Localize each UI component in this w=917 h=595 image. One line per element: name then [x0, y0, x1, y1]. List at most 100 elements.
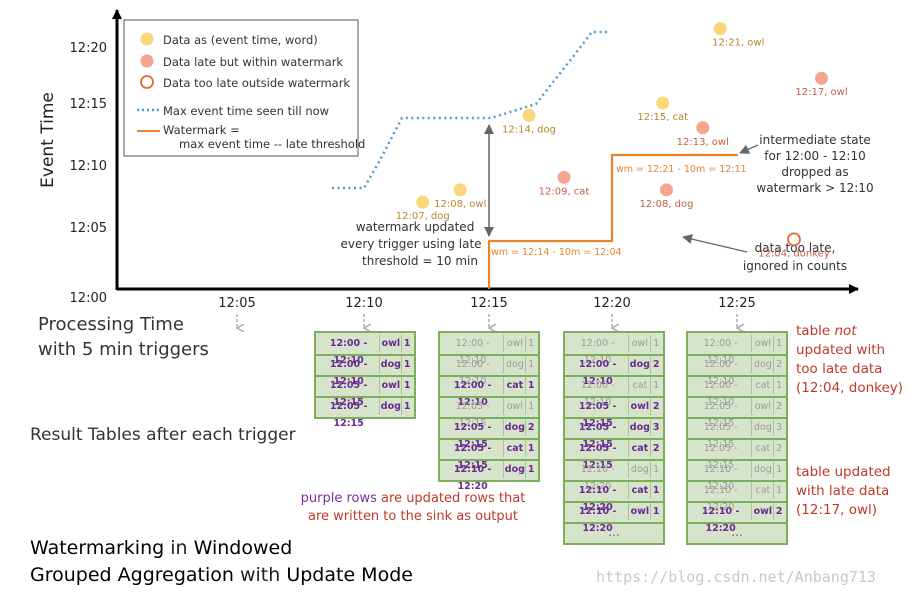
row-count: 2 [652, 359, 660, 370]
legend-watermark-label-2: max event time -- late threshold [179, 137, 365, 151]
x-axis-title-line-2: with 5 min triggers [38, 339, 209, 360]
too-late-point [787, 232, 801, 247]
table-row: 12:05 - 12:15 dog 3 [690, 419, 784, 450]
point-label: 12:17, owl [795, 87, 847, 98]
row-word: dog [504, 356, 527, 373]
row-count: 1 [776, 485, 783, 496]
row-word: dog [380, 356, 403, 373]
row-window: 12:05 - 12:15 [442, 440, 505, 471]
row-window: 12:05 - 12:15 [318, 398, 381, 429]
table-row: 12:00 - 12:10 owl 1 [318, 335, 412, 366]
row-divider [440, 375, 538, 377]
result-tables-label: Result Tables after each trigger [30, 425, 296, 445]
table-row: 12:00 - 12:10 dog 1 [442, 356, 536, 387]
result-table-3: 12:00 - 12:10 owl 1 12:00 - 12:10 dog 2 12:00 … [563, 331, 665, 545]
point-label: 12:08, owl [434, 199, 486, 210]
row-window: 12:10 - 12:20 [567, 482, 630, 513]
legend-max-line-label: Max event time seen till now [163, 104, 329, 118]
wm-label-2: wm = 12:21 - 10m = 12:11 [616, 164, 747, 175]
row-count: 1 [528, 401, 535, 412]
table-row: 12:00 - 12:10 owl 1 [567, 335, 661, 366]
result-table-1: 12:00 - 12:10 owl 1 12:00 - 12:10 dog 1 12:05 … [314, 331, 416, 429]
on-time-point [656, 96, 670, 110]
table-row: 12:05 - 12:15 dog 3 [567, 419, 661, 450]
watermark-line [487, 153, 738, 289]
table-ellipsis: ... [608, 525, 620, 539]
row-window: 12:10 - 12:20 [690, 503, 753, 534]
row-count: 1 [652, 485, 660, 496]
row-window: 12:00 - 12:10 [442, 356, 505, 387]
note-not-updated: table not updated with too late data (12… [796, 322, 903, 398]
late-point [660, 183, 673, 197]
note-not-updated-2: updated with [796, 342, 886, 358]
row-word: owl [752, 335, 775, 352]
row-window: 12:10 - 12:20 [690, 482, 753, 513]
row-count: 1 [527, 443, 535, 454]
row-divider [688, 522, 786, 524]
row-count: 1 [403, 338, 411, 349]
row-count: 1 [653, 464, 660, 475]
row-divider [688, 438, 786, 440]
legend-late-dot [140, 54, 154, 68]
note-not-updated-4: (12:04, donkey) [796, 380, 904, 396]
table-row: 12:00 - 12:10 dog 1 [318, 356, 412, 387]
wm-label-1: wm = 12:14 - 10m = 12:04 [491, 247, 622, 258]
row-divider [440, 459, 538, 461]
table-row: 12:00 - 12:10 owl 1 [690, 335, 784, 366]
row-word: owl [380, 335, 403, 352]
row-window: 12:00 - 12:10 [318, 335, 381, 366]
row-count: 2 [652, 443, 660, 454]
point-label: 12:21, owl [712, 38, 764, 49]
x-tick-label: 12:20 [593, 296, 630, 311]
note-not-updated-3: too late data [796, 361, 883, 377]
watermark-updated-text-3: threshold = 10 min [362, 254, 478, 268]
row-word: owl [629, 335, 652, 352]
row-divider [688, 354, 786, 356]
note-not-updated-1: table [796, 323, 835, 339]
late-point [815, 71, 828, 85]
table-row: 12:05 - 12:15 owl 1 [318, 377, 412, 408]
row-count: 2 [776, 359, 783, 370]
y-tick-label: 12:00 [70, 291, 107, 306]
row-divider [565, 417, 663, 419]
row-word: dog [629, 419, 652, 436]
on-time-point [416, 195, 430, 209]
row-window: 12:05 - 12:15 [690, 398, 753, 429]
row-divider [565, 480, 663, 482]
trigger-arrows [237, 314, 737, 328]
table-row: 12:00 - 12:10 cat 1 [690, 377, 784, 408]
row-word: dog [629, 461, 652, 478]
row-window: 12:00 - 12:10 [567, 335, 630, 366]
row-word: cat [752, 377, 775, 394]
row-divider [688, 375, 786, 377]
row-word: cat [629, 440, 652, 457]
note-updated-3: (12:17, owl) [796, 502, 878, 518]
on-time-point [453, 183, 467, 197]
row-count: 1 [653, 380, 660, 391]
title-word-1: Watermarking [30, 537, 165, 559]
row-count: 3 [652, 422, 660, 433]
row-word: dog [752, 461, 775, 478]
table-row: 12:05 - 12:15 cat 2 [567, 440, 661, 471]
row-word: cat [752, 440, 775, 457]
note-purple-1: purple rows [300, 491, 377, 506]
max-event-time-line [332, 30, 610, 190]
table-row: 12:10 - 12:20 owl 1 [567, 503, 661, 534]
y-tick-marks: 12:20 12:15 12:10 12:05 12:00 [70, 41, 107, 306]
row-window: 12:10 - 12:20 [567, 461, 630, 492]
table-row: 12:00 - 12:10 cat 1 [567, 377, 661, 408]
title-word-2: in [164, 537, 194, 559]
legend-box [123, 19, 359, 157]
note-not-updated-not: not [834, 323, 857, 339]
row-count: 1 [528, 338, 535, 349]
row-word: owl [629, 503, 652, 520]
row-word: owl [752, 503, 775, 520]
row-word: dog [380, 398, 403, 415]
row-window: 12:10 - 12:20 [690, 461, 753, 492]
table-row: 12:05 - 12:15 owl 1 [442, 398, 536, 429]
table-row: 12:00 - 12:10 cat 1 [442, 377, 536, 408]
row-window: 12:05 - 12:15 [567, 440, 630, 471]
row-divider [565, 354, 663, 356]
row-window: 12:00 - 12:10 [318, 356, 381, 387]
